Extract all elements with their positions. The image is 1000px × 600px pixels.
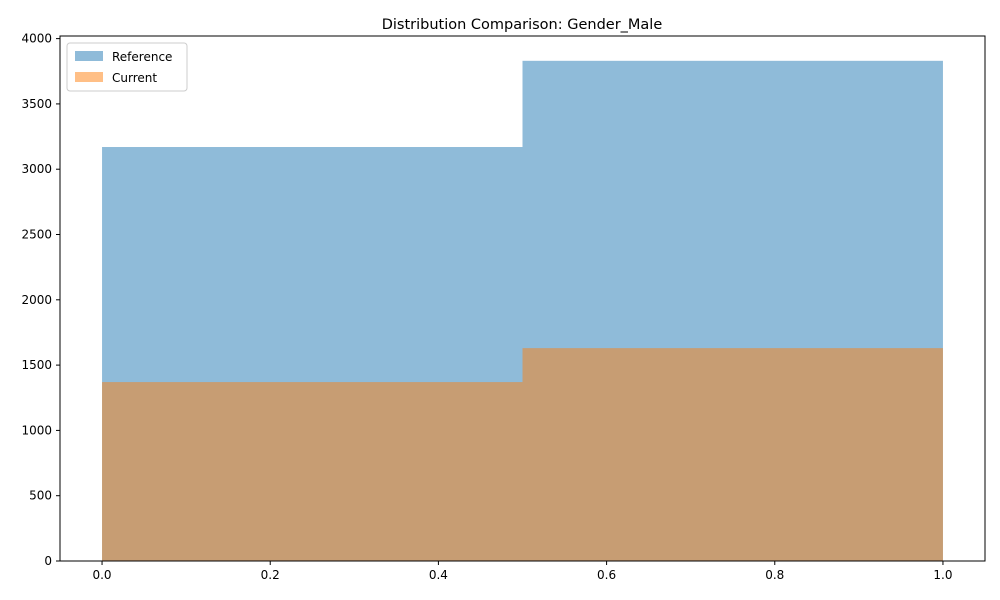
y-tick-label: 1500 [21,358,52,372]
bar-current-0 [102,382,523,561]
legend-label-current: Current [112,71,157,85]
x-tick-label: 0.8 [765,568,784,582]
bars-layer [102,60,943,562]
y-tick-label: 2000 [21,293,52,307]
y-tick-label: 2500 [21,228,52,242]
plot-frame [59,35,986,562]
legend-label-reference: Reference [112,50,172,64]
chart-title: Distribution Comparison: Gender_Male [382,17,663,33]
y-tick-label: 3000 [21,162,52,176]
y-tick-label: 3500 [21,97,52,111]
y-tick-label: 1000 [21,423,52,437]
x-tick-label: 0.6 [597,568,616,582]
y-tick-label: 4000 [21,32,52,46]
y-tick-label: 0 [44,554,52,568]
x-tick-label: 0.0 [92,568,111,582]
legend-swatch-current [75,72,103,82]
y-tick-label: 500 [29,489,52,503]
bar-current-1 [522,348,943,561]
x-tick-label: 1.0 [933,568,952,582]
legend-swatch-reference [75,51,103,61]
legend: Reference Current [66,42,188,92]
x-tick-label: 0.2 [261,568,280,582]
axes-layer: 0.0 0.2 0.4 0.6 0.8 1.0 0 500 1000 1500 2000 2500 30… [21,32,986,582]
x-tick-label: 0.4 [429,568,448,582]
